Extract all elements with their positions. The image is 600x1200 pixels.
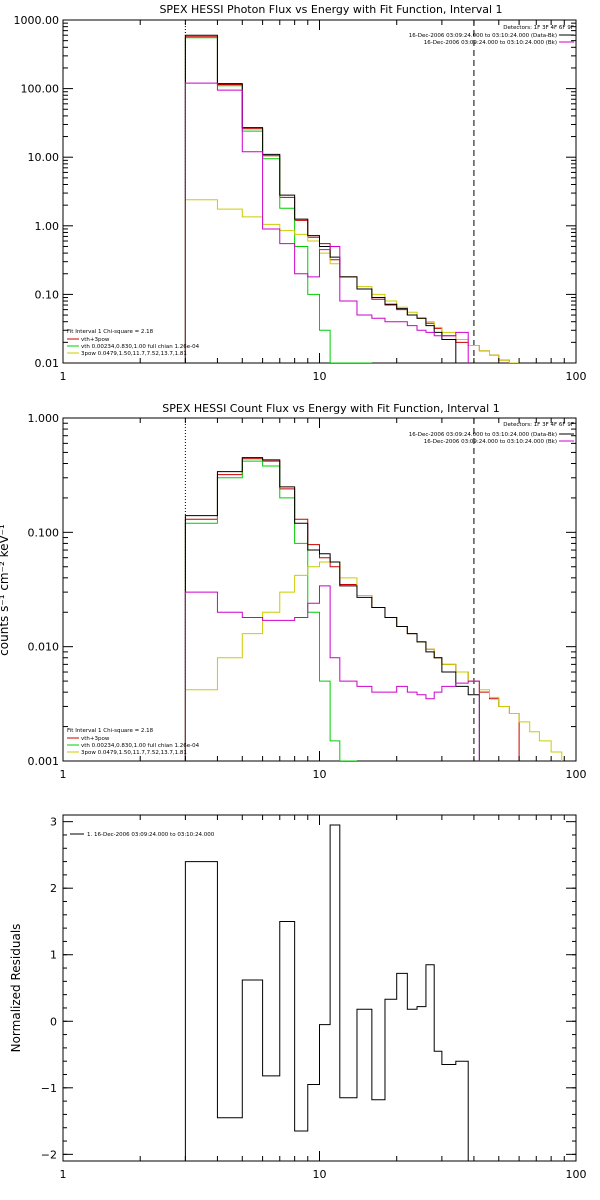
count-fit-legend-1: vth+3pow xyxy=(81,736,110,742)
series-bk-step xyxy=(184,585,480,761)
y-tick-label: 3 xyxy=(50,816,57,829)
residuals-legend-0: 1. 16-Dec-2006 03:09:24.000 to 03:10:24.… xyxy=(87,832,215,838)
y-tick-label: 0.001 xyxy=(28,755,60,768)
x-tick-label: 1 xyxy=(60,768,67,781)
photon-fit-legend-3: 3pow 0.0479,1.50,11.7,7.52,13.7,1.81 xyxy=(81,351,187,357)
y-tick-label: 0 xyxy=(50,1015,57,1028)
photon-legend-top-1: 16-Dec-2006 03:09:24.000 to 03:10:24.000… xyxy=(424,40,557,46)
y-tick-label: 0.01 xyxy=(35,357,60,370)
y-tick-label: 1.000 xyxy=(28,412,60,425)
photon-flux-title: SPEX HESSI Photon Flux vs Energy with Fi… xyxy=(159,3,502,16)
photon-fit-legend-0: Fit Interval 1 Chi-square = 2.18 xyxy=(67,329,154,335)
series-vth-3pow-step xyxy=(184,458,520,761)
y-tick-label: −2 xyxy=(41,1148,57,1161)
photon-flux-panel: SPEX HESSI Photon Flux vs Energy with Fi… xyxy=(14,3,587,383)
y-tick-label: 0.10 xyxy=(35,288,60,301)
x-tick-label: 1 xyxy=(60,1168,67,1181)
x-tick-label: 100 xyxy=(566,370,587,383)
series-data-bk-step xyxy=(184,457,480,761)
photon-fit-legend-2: vth 0.00234,0.830,1.00 full chian 1.26e-… xyxy=(81,344,200,350)
residuals-ylabel: Normalized Residuals xyxy=(9,924,23,1053)
x-tick-label: 10 xyxy=(313,1168,327,1181)
y-tick-label: 0.100 xyxy=(28,526,60,539)
count-flux-title: SPEX HESSI Count Flux vs Energy with Fit… xyxy=(162,402,499,415)
series-vth-step xyxy=(184,37,372,363)
count-detectors-label: Detectors: 1F 3F 4F 6F 9F xyxy=(503,422,574,428)
series-data-bk-step xyxy=(184,34,457,363)
count-flux-panel: SPEX HESSI Count Flux vs Energy with Fit… xyxy=(0,402,587,781)
series-3pow-step xyxy=(184,561,563,761)
y-tick-label: 100.00 xyxy=(21,83,60,96)
count-flux-ylabel: counts s⁻¹ cm⁻² keV⁻¹ xyxy=(0,524,11,656)
residuals-frame xyxy=(62,814,577,1162)
photon-legend-top-0: 16-Dec-2006 03:09:24.000 to 03:10:24.000… xyxy=(409,33,557,39)
y-tick-label: 0.010 xyxy=(28,641,60,654)
series-bk-step xyxy=(184,82,469,363)
count-fit-legend-3: 3pow 0.0479,1.50,11.7,7.52,13.7,1.81 xyxy=(81,750,187,756)
series-3pow-step xyxy=(184,199,520,363)
series-residuals-step xyxy=(184,824,469,1161)
x-tick-label: 100 xyxy=(566,768,587,781)
y-tick-label: 1000.00 xyxy=(14,14,60,27)
series-vth-step xyxy=(184,460,357,761)
count-legend-top-1: 16-Dec-2006 03:09:24.000 to 03:10:24.000… xyxy=(424,439,557,445)
y-tick-label: 1.00 xyxy=(35,220,60,233)
y-tick-label: 1 xyxy=(50,949,57,962)
y-tick-label: 10.00 xyxy=(28,151,60,164)
x-tick-label: 10 xyxy=(313,768,327,781)
x-tick-label: 10 xyxy=(313,370,327,383)
count-legend-top-0: 16-Dec-2006 03:09:24.000 to 03:10:24.000… xyxy=(409,432,557,438)
photon-detectors-label: Detectors: 1F 3F 4F 6F 9F xyxy=(503,25,574,31)
count-fit-legend-2: vth 0.00234,0.830,1.00 full chian 1.26e-… xyxy=(81,743,200,749)
photon-fit-legend-1: vth+3pow xyxy=(81,337,110,343)
y-tick-label: 2 xyxy=(50,882,57,895)
y-tick-label: −1 xyxy=(41,1082,57,1095)
count-fit-legend-0: Fit Interval 1 Chi-square = 2.18 xyxy=(67,728,154,734)
x-tick-label: 100 xyxy=(566,1168,587,1181)
x-tick-label: 1 xyxy=(60,370,67,383)
